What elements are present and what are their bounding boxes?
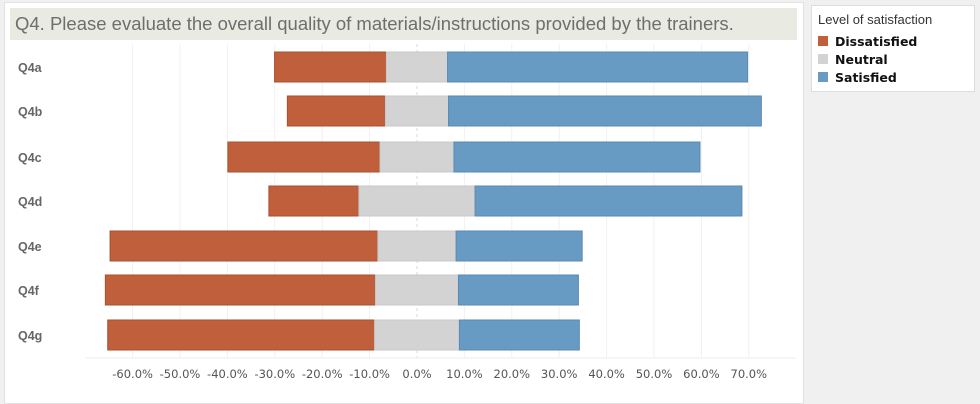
bar-satisfied-q4f [457, 274, 579, 306]
bar-neutral-q4d [358, 185, 476, 217]
legend-swatch [818, 54, 828, 64]
row-label-q4d: Q4d [18, 195, 42, 209]
x-tick-label: 40.0% [588, 367, 625, 381]
row-label-q4c: Q4c [18, 151, 42, 165]
row-label-q4a: Q4a [18, 61, 43, 75]
x-tick-label: -20.0% [302, 367, 343, 381]
bar-satisfied-q4d [474, 185, 743, 217]
x-tick-label: 0.0% [402, 367, 431, 381]
bar-dissatisfied-q4b [286, 95, 386, 127]
legend-label: Neutral [835, 51, 888, 67]
row-label-q4g: Q4g [18, 329, 42, 343]
row-label-q4b: Q4b [18, 105, 43, 119]
x-tick-label: 20.0% [494, 367, 531, 381]
bar-neutral-q4c [379, 141, 455, 173]
bar-dissatisfied-q4a [274, 51, 387, 83]
legend-item-neutral[interactable]: Neutral [812, 50, 974, 68]
bar-dissatisfied-q4c [227, 141, 381, 173]
bar-satisfied-q4g [458, 319, 580, 351]
legend-swatch [818, 72, 828, 82]
bar-neutral-q4f [375, 274, 459, 306]
x-tick-label: 50.0% [636, 367, 673, 381]
x-tick-label: -60.0% [112, 367, 153, 381]
bar-satisfied-q4c [453, 141, 701, 173]
bar-satisfied-q4a [447, 51, 749, 83]
x-tick-label: -30.0% [254, 367, 295, 381]
bar-neutral-q4g [374, 319, 460, 351]
bar-dissatisfied-q4d [268, 185, 360, 217]
bar-dissatisfied-q4g [107, 319, 376, 351]
x-tick-label: 60.0% [683, 367, 720, 381]
legend-item-dissatisfied[interactable]: Dissatisfied [812, 32, 974, 50]
legend-label: Dissatisfied [835, 33, 918, 49]
x-tick-label: -50.0% [160, 367, 201, 381]
chart-title: Q4. Please evaluate the overall quality … [10, 8, 797, 40]
diverging-bar-chart: -60.0% -50.0% -40.0% -30.0% -20.0% -10.0% 0.0%… [18, 44, 796, 381]
bar-neutral-q4e [377, 230, 457, 262]
legend-item-satisfied[interactable]: Satisfied [812, 68, 974, 86]
row-label-q4f: Q4f [18, 284, 40, 298]
row-label-q4e: Q4e [18, 240, 42, 254]
legend: Level of satisfaction Dissatisfied Neutr… [811, 5, 975, 92]
bar-neutral-q4b [384, 95, 450, 127]
legend-label: Satisfied [835, 69, 897, 85]
bar-neutral-q4a [385, 51, 449, 83]
x-tick-label: 10.0% [446, 367, 483, 381]
x-tick-label: 70.0% [731, 367, 768, 381]
x-tick-label: -40.0% [207, 367, 248, 381]
bar-satisfied-q4e [455, 230, 583, 262]
bar-dissatisfied-q4e [109, 230, 379, 262]
bar-satisfied-q4b [448, 95, 762, 127]
legend-title: Level of satisfaction [818, 12, 933, 27]
x-tick-label: -10.0% [349, 367, 390, 381]
bar-dissatisfied-q4f [104, 274, 377, 306]
legend-swatch [818, 36, 828, 46]
x-tick-label: 30.0% [541, 367, 578, 381]
